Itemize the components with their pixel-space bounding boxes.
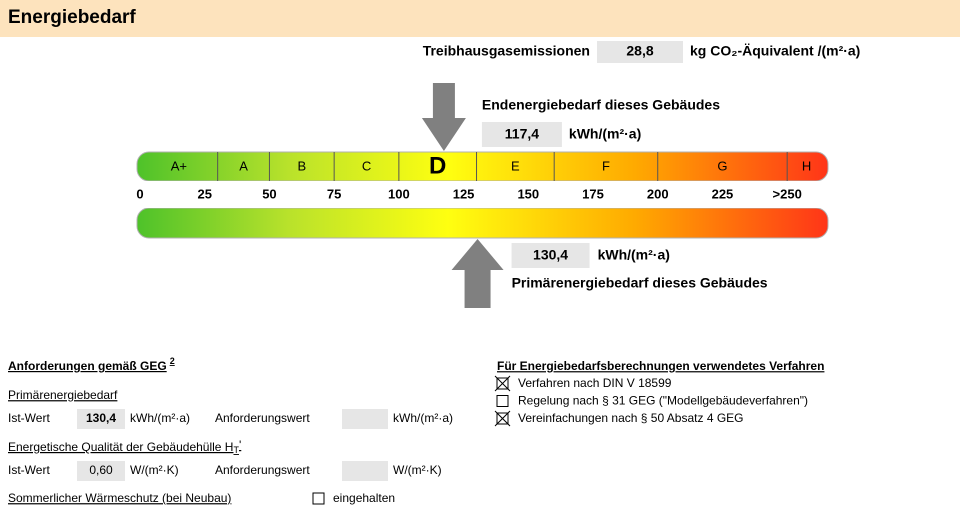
value: 130,4 — [533, 247, 568, 263]
checkbox — [496, 395, 509, 407]
value-box — [342, 409, 388, 429]
tick-label: >250 — [773, 186, 802, 201]
method-label: Verfahren nach DIN V 18599 — [518, 376, 672, 390]
class-label: G — [717, 158, 727, 173]
method-list: Verfahren nach DIN V 18599 Regelung nach … — [494, 375, 808, 427]
class-label: B — [297, 158, 306, 173]
class-label: A — [239, 158, 248, 173]
value-box — [597, 41, 683, 63]
arrow — [421, 83, 466, 151]
value: 130,4 — [86, 411, 116, 425]
value-box — [77, 461, 125, 481]
emissions-unit: kg CO₂-Äquivalent /(m²·a) — [690, 43, 860, 59]
class-label: A+ — [171, 158, 187, 173]
tick-label: 25 — [197, 186, 211, 201]
tick-label: 0 — [136, 186, 143, 201]
tick-label: 50 — [262, 186, 276, 201]
section-title: Anforderungen gemäß GEG 2 — [8, 356, 175, 373]
arrow-label: Primärenergiebedarf dieses Gebäudes — [512, 275, 768, 291]
heading: Energetische Qualität der Gebäudehülle H… — [8, 438, 241, 455]
arrow-label: Endenergiebedarf dieses Gebäudes — [482, 97, 720, 113]
value: 117,4 — [505, 126, 539, 142]
label: Ist-Wert — [8, 463, 50, 477]
heading: Primärenergiebedarf — [8, 388, 118, 402]
value-box — [77, 409, 125, 429]
value: 0,60 — [89, 463, 113, 477]
unit: kWh/(m²·a) — [130, 411, 190, 425]
tick-label: 225 — [712, 186, 734, 201]
tick-label: 75 — [327, 186, 341, 201]
class-label: F — [602, 158, 610, 173]
header-band — [0, 0, 960, 37]
unit: W/(m²·K) — [130, 463, 179, 477]
label: Anforderungswert — [215, 463, 310, 477]
method-label: Regelung nach § 31 GEG ("Modellgebäudeve… — [518, 394, 808, 408]
scale-band — [137, 181, 828, 208]
unit: W/(m²·K) — [393, 463, 442, 477]
unit: kWh/(m²·a) — [569, 126, 641, 142]
check-mark — [494, 375, 511, 392]
value-box — [481, 122, 562, 147]
tick-label: 100 — [388, 186, 410, 201]
scale-bar — [136, 207, 829, 239]
class-label: D — [429, 152, 446, 179]
unit: kWh/(m²·a) — [393, 411, 453, 425]
checkbox-group — [312, 492, 325, 505]
option: eingehalten — [333, 491, 395, 505]
tick-label: 175 — [582, 186, 604, 201]
heading: Sommerlicher Wärmeschutz (bei Neubau) — [8, 491, 231, 505]
section-title: Für Energiebedarfsberechnungen verwendet… — [497, 359, 824, 373]
checkbox — [312, 492, 325, 505]
energy-scale: A+ A B C D E F G H 0 25 50 75 100 125 150 175 200 225 >250 E… — [136, 83, 829, 308]
check-mark — [494, 410, 511, 427]
arrow — [451, 239, 504, 308]
tick-label: 150 — [517, 186, 539, 201]
tick-label: 200 — [647, 186, 669, 201]
label: Ist-Wert — [8, 411, 50, 425]
emissions-label: Treibhausgasemissionen — [423, 43, 590, 59]
value-box — [342, 461, 388, 481]
tick-label: 125 — [453, 186, 475, 201]
emissions-value: 28,8 — [626, 43, 653, 59]
label: Anforderungswert — [215, 411, 310, 425]
class-label: C — [362, 158, 371, 173]
title: Energiebedarf — [8, 7, 136, 28]
class-label: H — [802, 158, 811, 173]
value-box — [511, 243, 590, 268]
class-label: E — [511, 158, 520, 173]
unit: kWh/(m²·a) — [598, 247, 670, 263]
method-label: Vereinfachungen nach § 50 Absatz 4 GEG — [518, 411, 744, 425]
